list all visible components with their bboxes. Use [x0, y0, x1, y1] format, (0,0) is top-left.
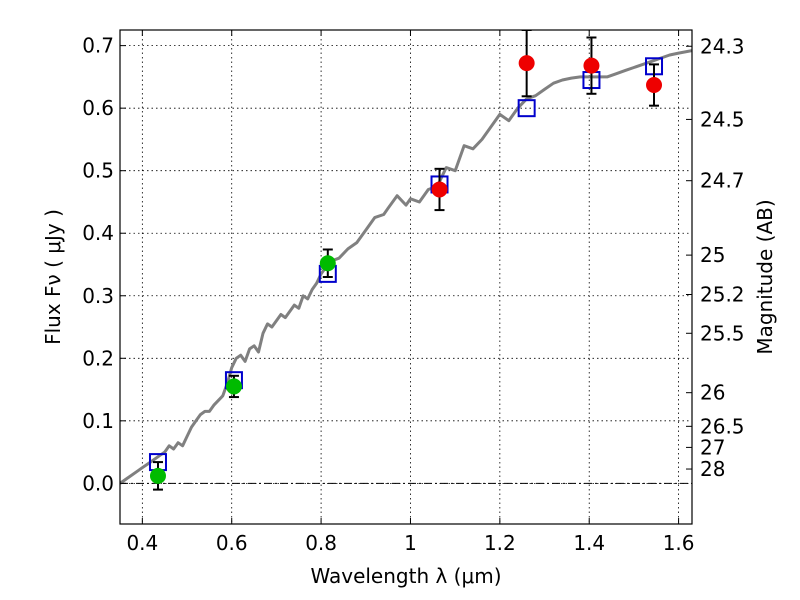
near-ir-photometry-point — [646, 77, 663, 94]
magnitude-tick-label: 24.5 — [700, 107, 745, 131]
x-tick-label: 1 — [404, 531, 417, 555]
magnitude-tick-label: 26.5 — [700, 414, 745, 438]
magnitude-tick-label: 24.7 — [700, 169, 745, 193]
optical-photometry-point — [225, 378, 242, 395]
x-tick-label: 1.4 — [573, 531, 605, 555]
optical-photometry-point — [319, 255, 336, 272]
y-tick-label: 0.0 — [82, 471, 114, 495]
near-ir-photometry-point — [518, 55, 535, 72]
y-tick-labels: 0.0 0.1 0.2 0.3 0.4 0.5 0.6 0.7 — [82, 34, 114, 496]
x-tick-labels: 0.4 0.6 0.8 1 1.2 1.4 1.6 — [126, 531, 694, 555]
series-layer — [120, 30, 692, 491]
magnitude-tick-label: 28 — [700, 457, 725, 481]
y-tick-label: 0.6 — [82, 96, 114, 120]
y-axis-label: Flux Fν ( μJy ) — [41, 209, 65, 345]
x-tick-label: 1.6 — [663, 531, 695, 555]
x-axis-label: Wavelength λ (μm) — [310, 564, 501, 588]
magnitude-tick-label: 24.3 — [700, 34, 745, 58]
y-tick-label: 0.7 — [82, 34, 114, 58]
magnitude-tick-label: 25.2 — [700, 283, 745, 307]
plot-frame — [119, 29, 693, 525]
ticks — [120, 30, 692, 524]
magnitude-tick-label: 26 — [700, 381, 725, 405]
y-tick-label: 0.1 — [82, 409, 114, 433]
grid — [120, 30, 692, 524]
magnitude-axis-label: Magnitude (AB) — [753, 199, 777, 354]
magnitude-tick-label: 27 — [700, 435, 725, 459]
x-tick-label: 1.2 — [484, 531, 516, 555]
near-ir-photometry-point — [583, 57, 600, 74]
magnitude-tick-label: 25 — [700, 243, 725, 267]
y-tick-label: 0.4 — [82, 221, 114, 245]
x-tick-label: 0.8 — [305, 531, 337, 555]
model-photometry-square — [517, 99, 536, 118]
x-tick-label: 0.6 — [216, 531, 248, 555]
y-tick-label: 0.3 — [82, 284, 114, 308]
near-ir-photometry-point — [431, 181, 448, 198]
optical-photometry-point — [149, 467, 166, 484]
magnitude-tick-label: 25.5 — [700, 321, 745, 345]
y-tick-label: 0.2 — [82, 346, 114, 370]
model-spectrum-line — [120, 49, 692, 485]
y-tick-label: 0.5 — [82, 159, 114, 183]
x-tick-label: 0.4 — [126, 531, 158, 555]
